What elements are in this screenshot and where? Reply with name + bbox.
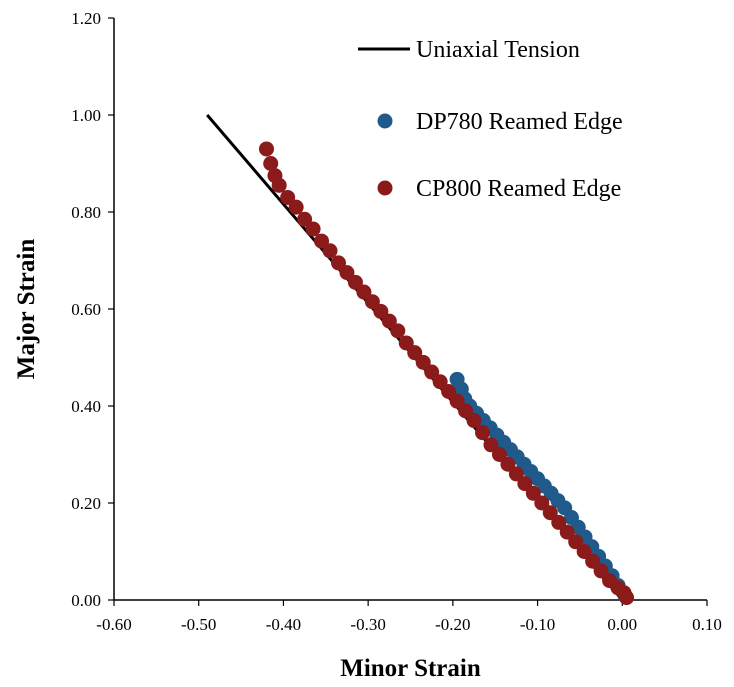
data-point (500, 456, 516, 472)
y-tick-label: 1.00 (71, 106, 101, 125)
data-point (381, 313, 397, 329)
x-tick-label: -0.40 (266, 615, 301, 634)
x-tick-label: 0.00 (607, 615, 637, 634)
data-point (542, 505, 558, 521)
data-point (390, 323, 406, 339)
x-axis-title: Minor Strain (340, 655, 481, 682)
data-point (432, 374, 448, 390)
data-point (559, 524, 575, 540)
data-point (534, 495, 550, 511)
y-tick-label: 0.80 (71, 203, 101, 222)
data-point (297, 211, 313, 227)
data-point (491, 447, 507, 462)
data-point (568, 534, 584, 550)
data-point (517, 476, 533, 492)
data-point (441, 383, 457, 399)
plot-area (113, 18, 707, 601)
legend-item: Uniaxial Tension (358, 37, 580, 63)
data-point (339, 265, 355, 281)
data-point (288, 199, 304, 215)
y-tick-label: 1.20 (71, 9, 101, 28)
data-point (356, 284, 372, 300)
data-point (475, 425, 491, 441)
x-tick-label: -0.20 (435, 615, 470, 634)
x-tick-label: -0.10 (520, 615, 555, 634)
data-point (576, 544, 592, 559)
data-point (449, 371, 465, 387)
data-point (398, 335, 414, 351)
data-point (551, 514, 567, 530)
data-point (458, 403, 474, 419)
y-tick-label: 0.00 (71, 591, 101, 610)
data-point (267, 168, 283, 184)
data-point (305, 221, 321, 237)
legend-swatch-dot (377, 113, 393, 129)
data-point (364, 294, 380, 310)
data-point (424, 364, 440, 380)
data-point (593, 563, 609, 579)
data-point (322, 243, 338, 259)
x-axis-ticks: -0.60 -0.50 -0.40 -0.30 -0.20 -0.10 0.00 0.10 (96, 600, 722, 634)
data-point (585, 553, 601, 569)
legend-item: DP780 Reamed Edge (377, 109, 623, 135)
y-tick-label: 0.20 (71, 494, 101, 513)
data-point (466, 413, 482, 429)
data-point (263, 156, 279, 171)
data-point (449, 393, 465, 409)
legend-label: DP780 Reamed Edge (416, 109, 623, 135)
data-point (508, 466, 524, 482)
legend-swatch-dot (377, 180, 393, 196)
y-axis-title: Major Strain (13, 239, 40, 380)
y-axis-ticks: 0.00 0.20 0.40 0.60 0.80 1.00 1.20 (71, 9, 114, 610)
data-point (330, 255, 346, 271)
series-layer (206, 114, 635, 606)
x-tick-label: -0.50 (181, 615, 216, 634)
legend-item: CP800 Reamed Edge (377, 176, 621, 202)
y-tick-label: 0.60 (71, 300, 101, 319)
data-point (258, 141, 274, 157)
data-point (525, 485, 541, 501)
data-point (314, 233, 330, 249)
data-point (483, 437, 499, 453)
y-tick-label: 0.40 (71, 397, 101, 416)
legend-label: Uniaxial Tension (416, 37, 580, 63)
x-tick-label: -0.60 (96, 615, 131, 634)
x-tick-label: -0.30 (350, 615, 385, 634)
x-tick-label: 0.10 (692, 615, 722, 634)
data-point (415, 354, 431, 370)
data-point (407, 345, 423, 361)
series-2 (258, 141, 635, 606)
legend-label: CP800 Reamed Edge (416, 176, 621, 202)
data-point (280, 189, 296, 205)
data-point (347, 274, 363, 290)
data-point (602, 573, 618, 589)
legend: Uniaxial Tension DP780 Reamed Edge CP800 R… (358, 37, 623, 202)
data-point (373, 303, 389, 319)
